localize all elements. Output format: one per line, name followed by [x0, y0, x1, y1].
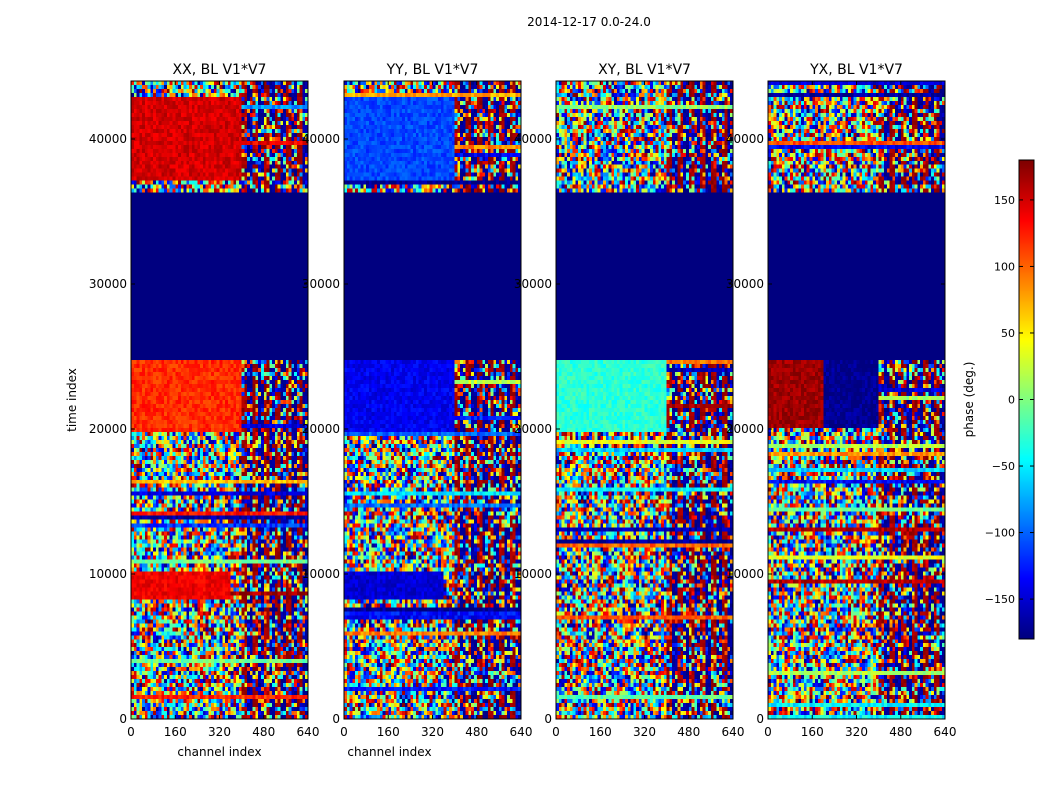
x-tick-label: 0	[552, 725, 560, 739]
y-tick-label: 0	[119, 712, 127, 726]
x-tick-label: 320	[845, 725, 868, 739]
panel-title: XX, BL V1*V7	[173, 62, 267, 78]
x-tick-label: 640	[722, 725, 745, 739]
y-tick-label: 30000	[89, 277, 127, 291]
heatmap-panel-4: YX, BL V1*V7 0 160 320 480 640 0 10000 20000 3000…	[726, 62, 957, 739]
y-tick-label: 20000	[302, 422, 340, 436]
y-tick-label: 20000	[726, 422, 764, 436]
figure-title: 2014-12-17 0.0-24.0	[527, 15, 651, 29]
y-tick-label: 30000	[726, 277, 764, 291]
y-tick-label: 40000	[726, 132, 764, 146]
y-tick-label: 40000	[302, 132, 340, 146]
heatmap-panel-1: XX, BL V1*V7 0 160 320 480 640 0 10000 20000 3000…	[65, 62, 319, 759]
y-tick-label: 20000	[89, 422, 127, 436]
x-tick-label: 320	[208, 725, 231, 739]
x-tick-label: 0	[764, 725, 772, 739]
colorbar: −150 −100 −50 0 50 100 150 phase (deg.)	[962, 159, 1035, 640]
colorbar-tick-label: 150	[994, 194, 1015, 207]
x-tick-label: 480	[889, 725, 912, 739]
y-tick-label: 30000	[302, 277, 340, 291]
y-tick-label: 0	[756, 712, 764, 726]
x-axis-label: channel index	[347, 745, 431, 759]
colorbar-tick-label: 50	[1001, 327, 1015, 340]
y-tick-label: 40000	[89, 132, 127, 146]
colorbar-label: phase (deg.)	[962, 362, 976, 438]
y-tick-label: 10000	[514, 567, 552, 581]
x-axis-label: channel index	[177, 745, 261, 759]
x-tick-label: 160	[589, 725, 612, 739]
x-tick-label: 480	[252, 725, 275, 739]
x-tick-label: 480	[677, 725, 700, 739]
x-tick-label: 640	[510, 725, 533, 739]
x-tick-label: 0	[127, 725, 135, 739]
heatmap-cells	[131, 81, 308, 719]
y-tick-label: 10000	[89, 567, 127, 581]
colorbar-gradient	[1019, 160, 1034, 639]
y-tick-label: 10000	[302, 567, 340, 581]
y-tick-label: 10000	[726, 567, 764, 581]
panel-title: YY, BL V1*V7	[386, 62, 479, 78]
colorbar-tick-label: 0	[1008, 394, 1015, 407]
y-tick-label: 0	[544, 712, 552, 726]
y-tick-label: 0	[332, 712, 340, 726]
colorbar-tick-label: 100	[994, 260, 1015, 273]
heatmap-panel-3: XY, BL V1*V7 0 160 320 480 640 0 10000 20000 3000…	[514, 62, 745, 739]
x-tick-label: 160	[164, 725, 187, 739]
x-tick-label: 160	[377, 725, 400, 739]
heatmap-cells	[768, 81, 945, 719]
x-tick-label: 480	[465, 725, 488, 739]
y-tick-label: 30000	[514, 277, 552, 291]
heatmap-panel-2: YY, BL V1*V7 0 160 320 480 640 0 10000 20000 3000…	[302, 62, 533, 759]
x-tick-label: 640	[297, 725, 320, 739]
y-tick-label: 20000	[514, 422, 552, 436]
x-tick-label: 640	[934, 725, 957, 739]
y-tick-label: 40000	[514, 132, 552, 146]
x-tick-label: 320	[421, 725, 444, 739]
heatmap-cells	[556, 81, 733, 719]
colorbar-tick-label: −100	[985, 527, 1015, 540]
panel-title: XY, BL V1*V7	[598, 62, 691, 78]
x-tick-label: 0	[340, 725, 348, 739]
colorbar-tick-label: −150	[985, 593, 1015, 606]
panel-title: YX, BL V1*V7	[809, 62, 903, 78]
x-tick-label: 320	[633, 725, 656, 739]
y-axis-label: time index	[65, 368, 79, 432]
colorbar-tick-label: −50	[992, 460, 1015, 473]
heatmap-cells	[344, 81, 521, 719]
x-tick-label: 160	[801, 725, 824, 739]
panels: XX, BL V1*V7 0 160 320 480 640 0 10000 20000 3000…	[65, 62, 956, 759]
